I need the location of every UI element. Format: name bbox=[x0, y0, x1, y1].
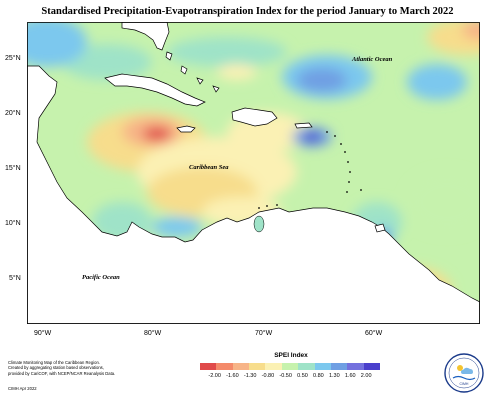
legend-tick-label: 0.80 bbox=[313, 373, 324, 379]
landmasses bbox=[27, 22, 480, 324]
cuba bbox=[104, 73, 206, 107]
legend-colorbar bbox=[200, 363, 380, 370]
sun-icon bbox=[457, 365, 463, 371]
legend-swatch bbox=[232, 363, 250, 370]
legend-swatch bbox=[216, 363, 233, 370]
lesser-antilles bbox=[258, 131, 362, 209]
legend-ticks: -2.00 -1.60 -1.30 -0.80 -0.50 0.50 0.80 1.30 1.6… bbox=[208, 373, 371, 379]
legend-swatch bbox=[363, 363, 380, 370]
lat-tick-25n: 25°N bbox=[5, 55, 21, 62]
label-pacific-ocean: Pacific Ocean bbox=[82, 274, 120, 281]
label-caribbean-sea: Caribbean Sea bbox=[189, 164, 229, 171]
legend-swatch bbox=[298, 363, 315, 370]
trinidad bbox=[374, 223, 386, 233]
hispaniola bbox=[231, 107, 278, 127]
wave-icon bbox=[452, 375, 476, 381]
florida bbox=[121, 22, 170, 51]
logo-text: CIMH bbox=[460, 382, 469, 386]
lake-maracaibo bbox=[253, 215, 265, 233]
lat-tick-20n: 20°N bbox=[5, 110, 21, 117]
label-atlantic-ocean: Atlantic Ocean bbox=[351, 56, 393, 63]
legend-tick-label: 0.50 bbox=[297, 373, 308, 379]
legend-tick-label: -1.60 bbox=[226, 373, 239, 379]
legend-tick-label: -1.30 bbox=[243, 373, 257, 379]
legend-swatch bbox=[330, 363, 348, 370]
legend-swatch bbox=[249, 363, 266, 370]
legend-swatch bbox=[314, 363, 331, 370]
credits-line-3: provided by CariCOF, with NCEP/NCAR Rean… bbox=[8, 370, 116, 376]
lon-tick-60w: 60°W bbox=[365, 330, 383, 337]
jamaica bbox=[176, 125, 196, 133]
legend-tick-label: 1.60 bbox=[344, 373, 356, 379]
legend-swatch bbox=[281, 363, 299, 370]
legend-tick-label: 1.30 bbox=[328, 373, 340, 379]
lat-tick-15n: 15°N bbox=[5, 165, 21, 172]
legend-tick-label: 2.00 bbox=[360, 373, 372, 379]
credits-author: CIMH Apr 2022 bbox=[8, 386, 37, 392]
credits-line-2: Created by aggregating station based obs… bbox=[8, 365, 104, 371]
credits: Climate Monitoring Map of the Caribbean … bbox=[8, 360, 168, 392]
south-central-america bbox=[27, 65, 480, 324]
legend-tick-label: -0.50 bbox=[279, 373, 292, 379]
cloud-icon bbox=[461, 367, 473, 374]
legend-swatch bbox=[200, 363, 217, 370]
lon-tick-90w: 90°W bbox=[34, 330, 52, 337]
map-title: Standardised Precipitation-Evapotranspir… bbox=[41, 6, 454, 17]
legend-swatch bbox=[347, 363, 364, 370]
bahamas bbox=[165, 51, 220, 93]
credits-line-1: Climate Monitoring Map of the Caribbean … bbox=[8, 360, 100, 365]
lat-tick-10n: 10°N bbox=[5, 220, 21, 227]
legend-swatch bbox=[265, 363, 282, 370]
map-frame bbox=[27, 22, 480, 324]
spei-map: Atlantic Ocean Caribbean Sea Pacific Oce… bbox=[5, 22, 480, 337]
lon-tick-70w: 70°W bbox=[255, 330, 273, 337]
legend-tick-label: -0.80 bbox=[261, 373, 275, 379]
lat-tick-5n: 5°N bbox=[9, 275, 21, 282]
legend-tick-label: -2.00 bbox=[208, 373, 221, 379]
puerto-rico bbox=[294, 122, 313, 129]
legend-title: SPEI Index bbox=[274, 352, 308, 359]
lon-tick-80w: 80°W bbox=[144, 330, 162, 337]
legend: SPEI Index -2.00 -1.60 -1.30 -0.80 -0.50 0.50… bbox=[196, 352, 386, 392]
cimh-logo: CIMH bbox=[443, 352, 485, 394]
